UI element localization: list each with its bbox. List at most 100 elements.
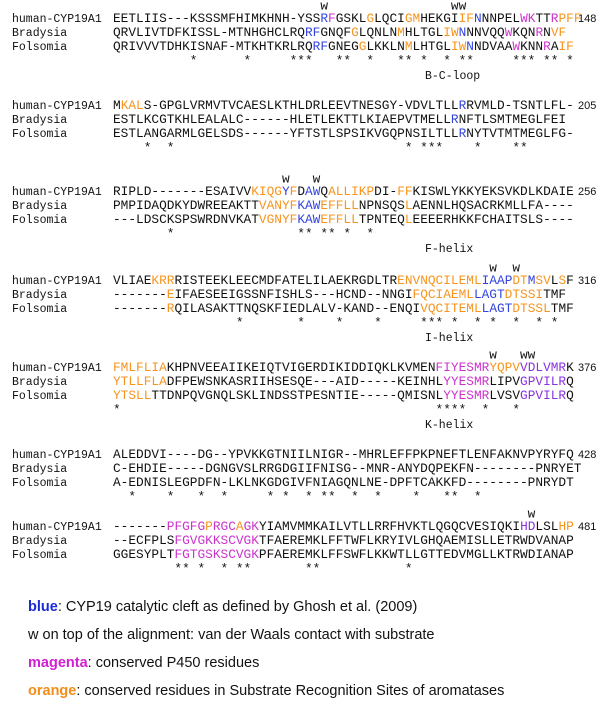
highlighted-residues: YYESMR — [443, 388, 489, 403]
residues: ESTLKCGTKHLEALALC------HLETLEKTTLKIAEPVT… — [113, 112, 451, 127]
highlighted-residues: M — [405, 39, 413, 54]
residues: Q — [566, 374, 574, 389]
sequence: ALEDDVI----DG--YPVKKGTNIILNIGR--MHRLEFFP… — [113, 447, 574, 462]
sequence: ESTLKCGTKHLEALALC------HLETLEKTTLKIAEPVT… — [113, 112, 566, 127]
residues: LHTGL — [413, 39, 451, 54]
residues: NNPEL — [482, 11, 520, 26]
residues: ALEDDVI----DG--YPVKKGTNIILNIGR--MHRLEFFP… — [113, 447, 574, 462]
sequence: VLIAEKRRRISTEEKLEECMDFATELILAEKRGDLTRENV… — [113, 273, 574, 288]
position-number: 428 — [578, 449, 596, 461]
region-label: K-helix — [425, 419, 473, 432]
residues: RISTEEKLEECMDFATELILAEKRGDLTR — [174, 273, 397, 288]
residues: TMF — [543, 287, 566, 302]
residues: C-EHDIE-----DGNGVSLRRGDGIIFNISG--MNR-ANY… — [113, 461, 582, 476]
residues: A-EDNISLEGPDFN-LKLNKGDGIVFNIAGQNLNE-DPFT… — [113, 475, 574, 490]
highlighted-residues: R — [543, 39, 551, 54]
sequence-name: Folsomia — [12, 549, 67, 562]
highlighted-residues: RGC — [213, 519, 236, 534]
highlighted-residues: YTLLFLA — [113, 374, 167, 389]
highlighted-residues: FF — [566, 11, 581, 26]
sequence-name: Bradysia — [12, 535, 67, 548]
highlighted-residues: GPVILR — [520, 374, 566, 389]
position-number: 148 — [578, 13, 596, 25]
highlighted-residues: W — [505, 25, 513, 40]
residues: ------- — [113, 287, 167, 302]
sequence-name: Folsomia — [12, 41, 67, 54]
contact-markers: w ww — [113, 347, 536, 362]
conservation-stars: ** * * ** ** * — [113, 561, 413, 576]
highlighted-residues: E — [167, 287, 175, 302]
highlighted-residues: KRR — [151, 273, 174, 288]
legend-entry: orange: conserved residues in Substrate … — [28, 683, 504, 699]
residues: ------- — [113, 519, 167, 534]
sequence: -------RQILASAKTTNQSKFIEDLALV-KAND--ENQI… — [113, 301, 574, 316]
highlighted-residues: YYESMR — [443, 374, 489, 389]
residues: ---LDSCKSPSWRDNVKAT — [113, 212, 259, 227]
legend-entry: w on top of the alignment: van der Waals… — [27, 627, 434, 643]
sequence: YTLLFLADFPEWSNKASRIIHSESQE---AID-----KEI… — [113, 374, 574, 389]
residues: PMPIDAQDKYDWREEAKTT — [113, 198, 259, 213]
legend-entry: magenta: conserved P450 residues — [28, 655, 259, 671]
highlighted-residues: EFFLL — [320, 198, 358, 213]
highlighted-residues: FIYESMR — [436, 360, 490, 375]
highlighted-residues: DTSS — [505, 287, 536, 302]
legend-text: : conserved P450 residues — [88, 655, 260, 671]
residues: LSL — [535, 519, 558, 534]
highlighted-residues: N — [466, 39, 474, 54]
contact-markers: w w — [113, 171, 321, 186]
conservation-stars: * ** ** * * — [113, 226, 374, 241]
highlighted-residues: AW — [305, 184, 321, 199]
highlighted-residues: P — [558, 11, 566, 26]
highlighted-residues: R — [459, 98, 467, 113]
residues: LQNLN — [359, 25, 397, 40]
residues: ESTLANGARMLGELSDS------YFTSTLSPSIKVGQPNS… — [113, 126, 459, 141]
highlighted-residues: P — [505, 273, 513, 288]
contact-markers: w ww — [113, 0, 467, 13]
position-number: 481 — [578, 521, 596, 533]
residues: LKKLN — [366, 39, 404, 54]
residues: LIPV — [489, 374, 520, 389]
legend-key: magenta — [28, 655, 89, 671]
highlighted-residues: R — [459, 126, 467, 141]
contact-markers: w — [113, 506, 536, 521]
residues: TFAEREMKLFFTWFLKRYIVLGHQAEMISLLETRWDVANA… — [259, 533, 574, 548]
sequence-name: Bradysia — [12, 376, 67, 389]
residues: TPNTEQ — [359, 212, 405, 227]
residues: M — [113, 98, 121, 113]
residues: HLTGL — [405, 25, 443, 40]
residues: DI- — [374, 184, 397, 199]
sequence: FMLFLIAKHPNVEEAIIKEIQTVIGERDIKIDDIQKLKVM… — [113, 360, 574, 375]
region-label: F-helix — [425, 243, 473, 256]
highlighted-residues: KAL — [121, 98, 144, 113]
sequence-name: Bradysia — [12, 114, 67, 127]
legend-key: blue — [28, 599, 58, 615]
sequence-name: human-CYP19A1 — [12, 13, 102, 26]
sequence-name: Folsomia — [12, 477, 67, 490]
highlighted-residues: IF — [559, 39, 574, 54]
residues: DFPEWSNKASRIIHSESQE---AID-----KEINHL — [167, 374, 443, 389]
highlighted-residues: KAW — [297, 198, 320, 213]
position-number: 205 — [578, 100, 596, 112]
sequence: EETLIIS---KSSSMFHIMKHNH-YSSRFGSKLGLQCIGM… — [113, 11, 582, 26]
highlighted-residues: L — [543, 301, 551, 316]
highlighted-residues: S — [558, 273, 566, 288]
highlighted-residues: M — [528, 273, 536, 288]
highlighted-residues: M — [397, 25, 405, 40]
position-number: 376 — [578, 362, 596, 374]
conservation-stars: * * *** ** * ** * * ** *** ** * — [113, 53, 574, 68]
residues: RIPLD-------ESAIVV — [113, 184, 252, 199]
highlighted-residues: FQCIAEML — [413, 287, 474, 302]
highlighted-residues: ENV — [397, 273, 420, 288]
residues: LVSV — [489, 388, 520, 403]
highlighted-residues: R — [167, 301, 175, 316]
residues: KISWLYKKYEKSVKDLKDAIE — [413, 184, 575, 199]
highlighted-residues: Y — [282, 184, 290, 199]
position-number: 256 — [578, 186, 596, 198]
residues: F — [566, 273, 574, 288]
highlighted-residues: G — [359, 39, 367, 54]
highlighted-residues: R — [451, 112, 459, 127]
highlighted-residues: DTSS — [512, 301, 543, 316]
highlighted-residues: YQPV — [489, 360, 520, 375]
highlighted-residues: VGNYF — [259, 212, 297, 227]
conservation-stars: * * * * * * * ** * * * ** * — [113, 489, 482, 504]
